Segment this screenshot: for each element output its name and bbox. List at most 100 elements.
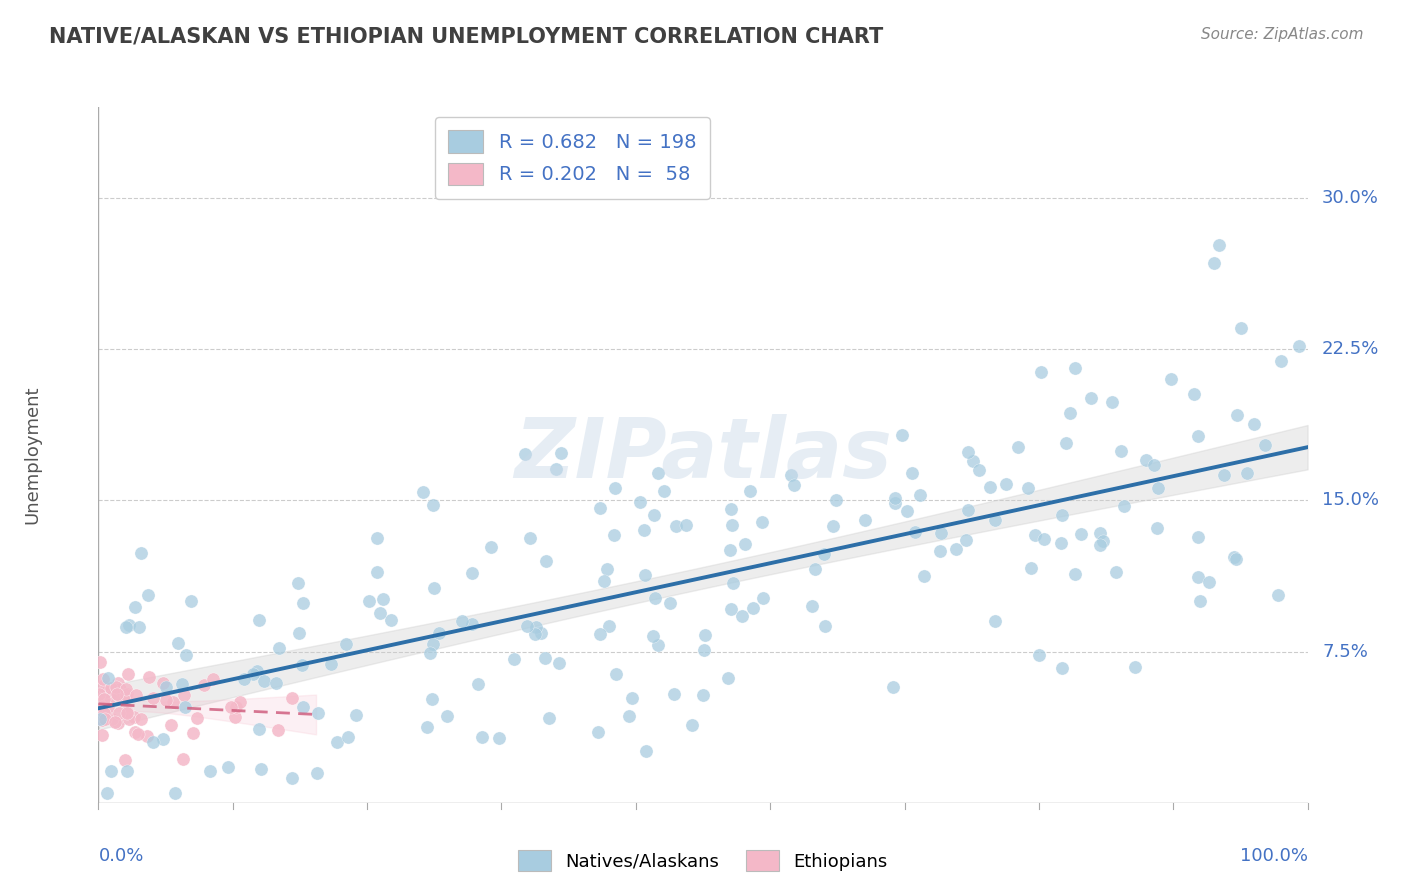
Point: [131, 546, 153, 560]
Point: [141, 735, 163, 749]
Point: [644, 591, 666, 606]
Point: [115, 620, 138, 634]
Point: [346, 708, 368, 723]
Point: [731, 608, 754, 623]
Point: [326, 734, 349, 748]
Point: [1114, 499, 1136, 513]
Point: [1270, 354, 1292, 368]
Point: [1091, 534, 1114, 549]
Point: [1226, 408, 1249, 422]
Point: [1184, 387, 1206, 401]
Point: [280, 690, 302, 705]
Point: [97, 671, 120, 685]
Point: [1225, 551, 1247, 566]
Point: [173, 699, 195, 714]
Point: [291, 658, 314, 673]
Text: 100.0%: 100.0%: [1240, 847, 1308, 865]
Point: [955, 533, 977, 548]
Point: [896, 504, 918, 518]
Point: [1208, 237, 1230, 252]
Point: [165, 786, 187, 800]
Point: [305, 765, 328, 780]
Point: [1236, 466, 1258, 480]
Point: [167, 636, 190, 650]
Point: [544, 462, 567, 476]
Point: [115, 706, 138, 721]
Point: [1028, 648, 1050, 663]
Point: [882, 680, 904, 694]
Point: [107, 716, 129, 731]
Point: [675, 518, 697, 533]
Point: [652, 483, 675, 498]
Point: [89, 655, 111, 669]
Point: [124, 689, 146, 703]
Point: [287, 625, 309, 640]
Point: [91, 673, 114, 687]
Point: [136, 588, 159, 602]
Point: [1105, 565, 1128, 579]
Point: [291, 596, 314, 610]
Point: [420, 691, 443, 706]
Point: [96, 786, 118, 800]
Point: [855, 513, 877, 527]
Point: [633, 523, 655, 537]
Point: [124, 599, 146, 614]
Point: [461, 616, 484, 631]
Point: [550, 446, 572, 460]
Point: [114, 754, 136, 768]
Point: [537, 711, 560, 725]
Point: [419, 646, 441, 660]
Point: [945, 542, 967, 557]
Point: [436, 709, 458, 723]
Point: [1187, 429, 1209, 443]
Point: [634, 568, 657, 582]
Point: [193, 678, 215, 692]
Point: [172, 676, 194, 690]
Text: 15.0%: 15.0%: [1322, 491, 1379, 509]
Point: [107, 676, 129, 690]
Point: [823, 519, 845, 533]
Point: [488, 731, 510, 746]
Point: [720, 602, 742, 616]
Point: [247, 722, 270, 736]
Point: [422, 582, 444, 596]
Point: [721, 576, 744, 591]
Point: [115, 687, 138, 701]
Text: ZIPatlas: ZIPatlas: [515, 415, 891, 495]
Point: [101, 712, 124, 726]
Point: [128, 619, 150, 633]
Text: 7.5%: 7.5%: [1322, 642, 1368, 661]
Point: [366, 565, 388, 579]
Point: [242, 667, 264, 681]
Point: [117, 764, 139, 778]
Point: [692, 688, 714, 702]
Point: [217, 759, 239, 773]
Point: [219, 700, 242, 714]
Point: [172, 751, 194, 765]
Point: [1146, 521, 1168, 535]
Point: [534, 650, 557, 665]
Point: [628, 494, 651, 508]
Point: [962, 454, 984, 468]
Point: [1017, 481, 1039, 495]
Point: [1267, 588, 1289, 602]
Point: [160, 718, 183, 732]
Point: [734, 537, 756, 551]
Point: [233, 673, 256, 687]
Point: [598, 619, 620, 633]
Point: [253, 673, 276, 688]
Point: [1243, 417, 1265, 431]
Point: [427, 626, 450, 640]
Point: [186, 711, 208, 725]
Point: [115, 688, 138, 702]
Point: [155, 693, 177, 707]
Point: [929, 544, 952, 558]
Point: [1024, 527, 1046, 541]
Point: [269, 640, 291, 655]
Point: [779, 467, 801, 482]
Point: [782, 478, 804, 492]
Point: [957, 503, 980, 517]
Point: [1109, 444, 1132, 458]
Point: [979, 480, 1001, 494]
Point: [127, 727, 149, 741]
